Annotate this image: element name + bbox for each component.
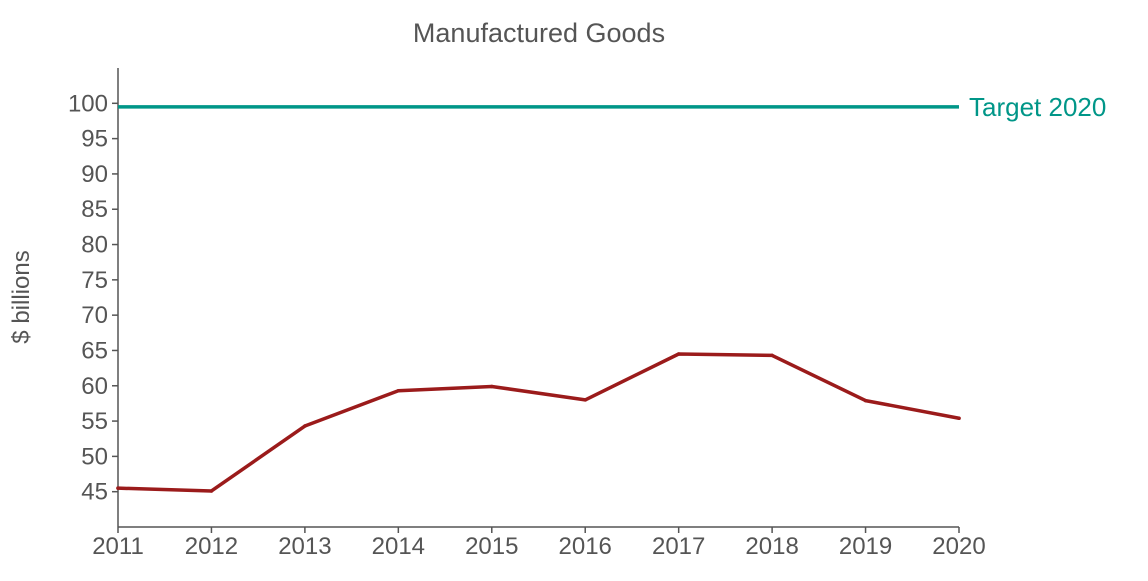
y-tick-label: 45 [81,479,108,506]
data-point [583,398,587,402]
data-point [209,489,214,493]
y-tick-label: 95 [81,126,108,153]
y-tick-label: 70 [81,302,108,329]
y-axis-label: $ billions [8,250,35,343]
y-tick-label: 65 [81,337,108,364]
data-point [770,353,774,358]
x-tick-label: 2018 [745,533,798,560]
chart-title: Manufactured Goods [413,18,665,48]
x-tick-label: 2011 [92,533,144,560]
data-point [490,384,494,389]
data-point [676,352,681,356]
data-point [863,398,868,403]
data-point [303,424,307,428]
x-tick-label: 2016 [559,533,612,560]
y-tick-label: 75 [81,267,108,294]
y-axis-ticks: 45 50 55 60 65 70 75 80 85 90 95 100 [68,90,118,506]
series-group [116,352,961,493]
series-line-0 [116,352,961,493]
y-tick-label: 55 [81,408,108,435]
x-tick-label: 2012 [185,533,238,560]
x-tick-label: 2014 [372,533,425,560]
data-point [957,416,961,421]
y-tick-label: 85 [81,196,108,223]
x-tick-label: 2013 [278,533,331,560]
x-axis-ticks: 2011 2012 2013 2014 2015 2016 2017 2018 2019 2020 [92,527,986,560]
y-tick-label: 60 [81,373,108,400]
x-tick-label: 2019 [839,533,892,560]
x-tick-label: 2015 [465,533,518,560]
data-point [396,388,401,393]
x-tick-label: 2020 [932,533,985,560]
data-point [116,486,120,490]
target-reference-label: Target 2020 [969,92,1106,122]
y-tick-label: 50 [81,443,108,470]
y-tick-label: 100 [68,90,108,117]
y-tick-label: 90 [81,161,108,188]
y-tick-label: 80 [81,232,108,259]
x-tick-label: 2017 [652,533,705,560]
